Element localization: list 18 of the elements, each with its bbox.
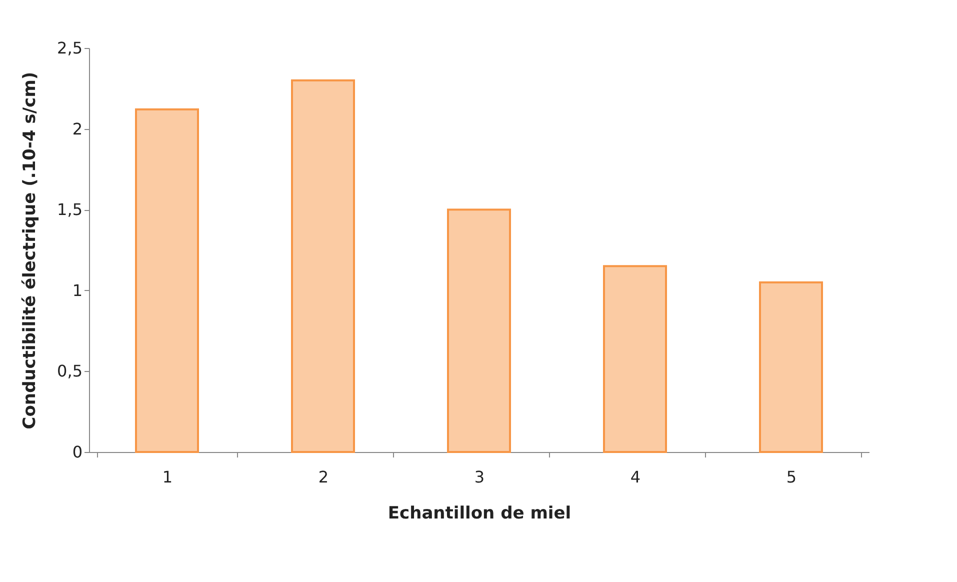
bar	[135, 108, 199, 453]
y-axis-title: Conductibilité électrique (.10-4 s/cm)	[20, 72, 40, 430]
x-tick-label: 5	[786, 468, 797, 486]
y-tick-label: 1,5	[57, 200, 82, 220]
y-tick-label: 1	[72, 280, 82, 300]
x-tick-label: 3	[474, 468, 485, 486]
x-axis-title: Echantillon de miel	[388, 504, 572, 524]
bar	[603, 265, 667, 453]
bar	[759, 281, 823, 453]
x-tick-label: 4	[630, 468, 641, 486]
y-tick-label: 2	[72, 119, 82, 138]
y-tick-label: 0,5	[57, 362, 82, 381]
y-tick-label: 2,5	[57, 38, 82, 58]
bar	[291, 79, 355, 453]
bar	[447, 208, 511, 453]
x-tick-label: 1	[162, 468, 173, 486]
y-tick-label: 0	[72, 442, 82, 462]
x-tick-label: 2	[318, 468, 329, 486]
